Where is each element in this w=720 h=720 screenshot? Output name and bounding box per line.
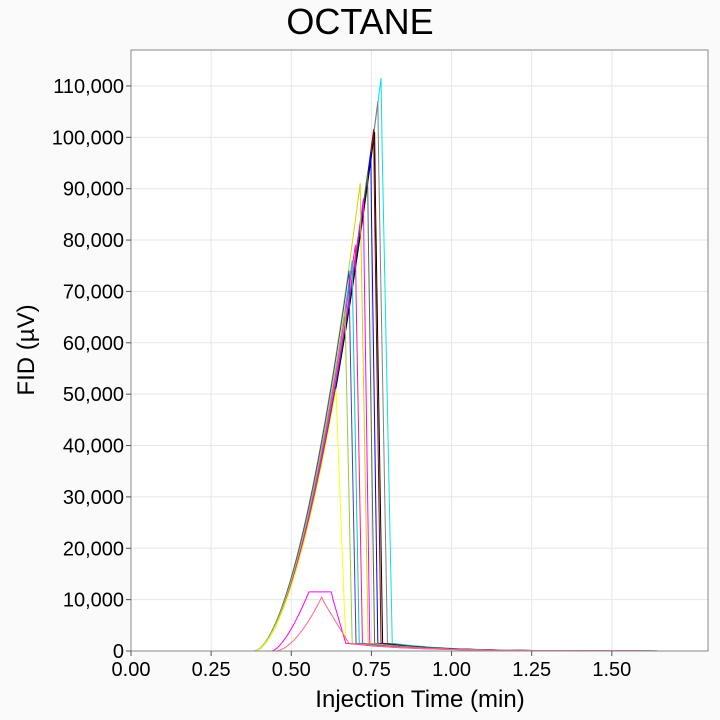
- x-axis-label: Injection Time (min): [315, 686, 524, 713]
- y-tick-label: 110,000: [53, 76, 124, 98]
- x-tick-label: 0.75: [352, 659, 391, 681]
- x-tick-label: 1.50: [592, 659, 631, 681]
- y-tick-label: 0: [113, 641, 124, 663]
- y-tick-label: 30,000: [63, 487, 124, 509]
- x-tick-label: 1.25: [512, 659, 551, 681]
- plot-area: [131, 50, 708, 651]
- y-axis: 0 10,000 20,000 30,000 40,000 50,000 60,000 70,…: [52, 76, 131, 663]
- x-tick-label: 1.00: [432, 659, 471, 681]
- y-tick-label: 90,000: [63, 179, 124, 201]
- x-tick-label: 0.00: [112, 659, 151, 681]
- plot-frame: [130, 49, 709, 652]
- x-tick-label: 0.25: [192, 659, 231, 681]
- y-tick-label: 50,000: [63, 384, 124, 406]
- chart-title: OCTANE: [286, 1, 433, 42]
- y-tick-label: 40,000: [63, 436, 124, 458]
- y-tick-label: 80,000: [63, 230, 124, 252]
- y-tick-label: 60,000: [63, 333, 124, 355]
- y-tick-label: 70,000: [63, 281, 124, 303]
- series-line-15: [131, 596, 660, 652]
- y-axis-label: FID (µV): [13, 304, 40, 395]
- y-tick-label: 10,000: [63, 590, 124, 612]
- x-axis: 0.00 0.25 0.50 0.75 1.00 1.25 1.50: [112, 651, 631, 681]
- y-tick-label: 20,000: [63, 538, 124, 560]
- grid-lines: [130, 50, 708, 652]
- x-tick-label: 0.50: [272, 659, 311, 681]
- series-layer: [131, 77, 660, 652]
- y-tick-label: 100,000: [52, 127, 124, 149]
